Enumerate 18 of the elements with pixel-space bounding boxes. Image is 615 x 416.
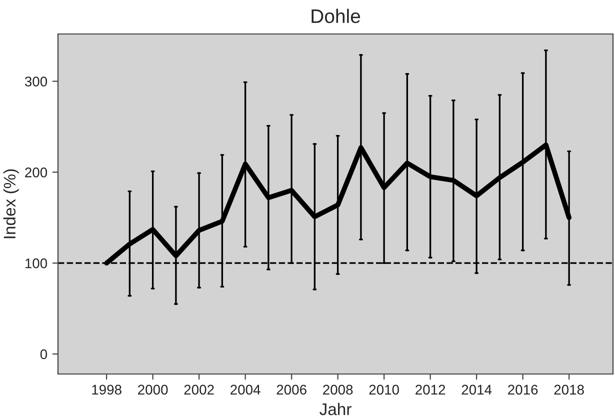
- x-tick-label: 2012: [416, 384, 446, 395]
- chart-title: Dohle: [312, 8, 360, 24]
- x-tick-label: 2006: [276, 384, 306, 395]
- y-tick-label: 0: [40, 349, 48, 360]
- y-tick-label: 200: [25, 168, 48, 178]
- x-tick-label: 2014: [462, 384, 492, 395]
- x-tick-label: 2018: [554, 384, 584, 395]
- y-tick-label: 300: [24, 76, 48, 86]
- x-tick-label: 1998: [92, 384, 122, 395]
- y-tick-label: 100: [25, 258, 48, 268]
- y-axis-title: Index (%): [3, 169, 19, 238]
- x-axis-title: Jahr: [320, 402, 352, 416]
- x-tick-label: 2004: [230, 384, 260, 395]
- x-tick-label: 2010: [369, 384, 399, 395]
- x-tick-label: 2008: [323, 384, 353, 395]
- x-tick-label: 2000: [138, 384, 168, 395]
- x-tick-label: 2002: [184, 384, 214, 395]
- x-tick-label: 2016: [508, 384, 538, 395]
